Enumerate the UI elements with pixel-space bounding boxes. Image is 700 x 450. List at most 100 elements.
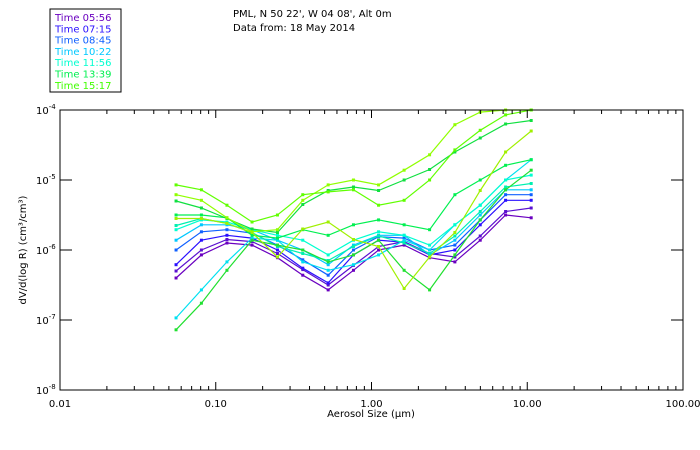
data-point [301,193,305,197]
data-point [529,193,533,197]
data-point [225,233,229,237]
data-point [377,189,381,192]
data-point [453,193,457,197]
data-point [326,220,330,224]
data-point [225,238,229,241]
data-point [351,223,355,227]
data-point [402,178,406,182]
data-point [504,178,508,182]
data-point [301,266,305,270]
y-tick-exponent: -6 [49,243,57,251]
data-point [174,328,178,332]
data-point [428,228,432,232]
data-point [199,253,203,257]
data-point [174,199,178,203]
legend-entry: Time 15:17 [54,81,111,92]
data-point [225,241,229,245]
data-point [326,233,330,237]
data-point [225,203,229,207]
data-point [326,260,330,264]
data-point [377,183,381,187]
data-point [174,263,178,267]
data-point [275,252,279,255]
data-point [453,123,457,127]
y-axis-label: dV/d(log R) (cm³/cm³) [18,195,29,304]
data-point [250,238,254,242]
data-point [529,206,533,210]
data-point [453,231,457,234]
data-point [377,230,381,234]
data-point [453,150,457,154]
data-point [199,206,203,210]
data-point [478,213,482,217]
data-point [478,223,482,227]
y-tick-exponent: -8 [49,383,56,391]
data-point [199,288,203,292]
data-point [174,316,178,320]
data-point [529,182,533,185]
legend-entry: Time 08:45 [54,36,111,47]
chart-title-line-2: Data from: 18 May 2014 [233,23,355,34]
data-point [529,168,533,172]
data-point [402,233,406,237]
data-point [402,287,406,290]
data-point [275,255,279,259]
data-point [275,228,279,232]
data-point [326,268,330,272]
data-point [402,241,406,245]
data-point [351,248,355,252]
data-point [199,198,203,202]
data-point [402,168,406,172]
y-tick-exponent: -4 [49,103,57,111]
data-point [478,203,482,207]
data-point [326,273,330,277]
data-point [199,217,203,220]
data-point [174,228,178,232]
data-point [504,193,508,197]
data-point [529,158,533,162]
data-point [377,238,381,242]
data-point [428,252,432,255]
data-point [402,198,406,202]
data-point [478,128,482,132]
data-point [250,231,254,234]
data-point [478,189,482,192]
data-point [504,113,508,117]
data-point [225,268,229,272]
x-tick-label: 0.10 [205,399,227,410]
data-point [428,248,432,252]
data-point [174,269,178,273]
x-axis-label: Aerosol Size (µm) [327,409,415,420]
data-point [478,218,482,222]
data-point [351,185,355,189]
y-tick-label: 10-6 [36,243,56,257]
data-point [351,245,355,248]
data-point [453,238,457,242]
data-point [275,236,279,240]
data-point [250,243,254,247]
data-point [453,260,457,264]
data-point [250,233,254,237]
legend-entry: Time 13:39 [54,70,111,81]
data-point [275,213,279,217]
y-tick-label: 10-5 [36,173,56,187]
data-point [351,268,355,272]
data-point [504,163,508,167]
data-point [478,238,482,242]
data-point [529,173,533,177]
data-point [326,253,330,257]
data-point [351,238,355,241]
data-point [199,248,203,252]
data-point [199,238,203,242]
data-point [504,188,508,192]
data-point [174,193,178,197]
data-point [275,238,279,242]
data-point [326,183,330,187]
data-point [377,253,381,257]
data-point [402,236,406,240]
data-point [428,178,432,182]
data-point [529,198,533,202]
data-point [301,238,305,242]
data-point [301,248,305,252]
